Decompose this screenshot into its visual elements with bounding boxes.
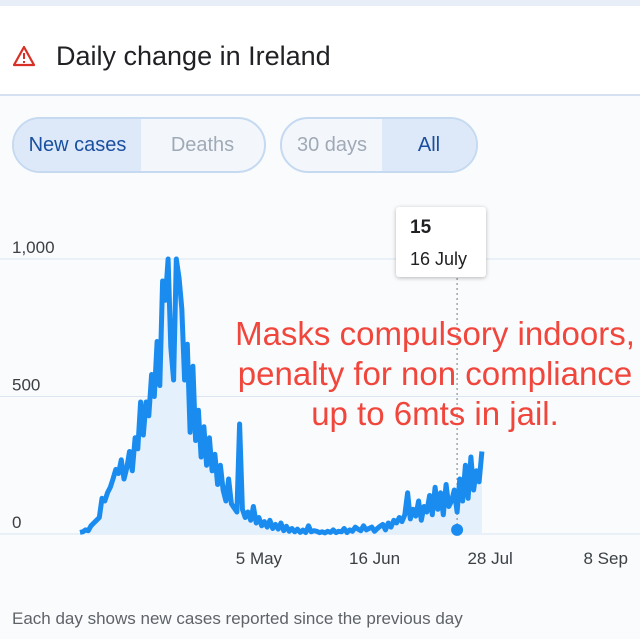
header-divider — [0, 94, 640, 96]
daily-cases-chart[interactable]: 0 500 1,000 5 May 16 Jun 28 Jul 8 Sep — [0, 190, 640, 590]
x-tick-label: 5 May — [236, 549, 283, 568]
deaths-tab[interactable]: Deaths — [170, 133, 235, 156]
all-tab[interactable]: All — [382, 119, 476, 171]
y-axis-labels: 0 500 1,000 — [12, 238, 55, 532]
30-days-tab[interactable]: 30 days — [296, 133, 368, 156]
range-toggle: 30 days All — [280, 117, 478, 173]
x-tick-label: 8 Sep — [584, 549, 628, 568]
new-cases-tab[interactable]: New cases — [14, 119, 141, 171]
metric-toggle: New cases Deaths — [12, 117, 266, 173]
x-axis-labels: 5 May 16 Jun 28 Jul 8 Sep — [236, 549, 628, 568]
tooltip-value: 15 — [410, 217, 432, 238]
page-title: Daily change in Ireland — [56, 41, 331, 71]
cases-series-line — [79, 256, 485, 536]
card-header: Daily change in Ireland — [0, 6, 640, 94]
annotation-text: Masks compulsory indoors, penalty for no… — [235, 315, 635, 432]
top-strip — [0, 0, 640, 6]
tooltip-date: 16 July — [410, 249, 468, 269]
chart-tooltip: 15 16 July — [396, 207, 486, 277]
chart-footnote: Each day shows new cases reported since … — [12, 609, 463, 628]
x-tick-label: 16 Jun — [349, 549, 400, 568]
y-tick-label: 0 — [12, 513, 21, 532]
x-tick-label: 28 Jul — [467, 549, 512, 568]
hover-point — [451, 523, 464, 536]
warning-triangle-icon — [12, 45, 36, 67]
y-tick-label: 500 — [12, 376, 40, 395]
y-tick-label: 1,000 — [12, 238, 55, 257]
